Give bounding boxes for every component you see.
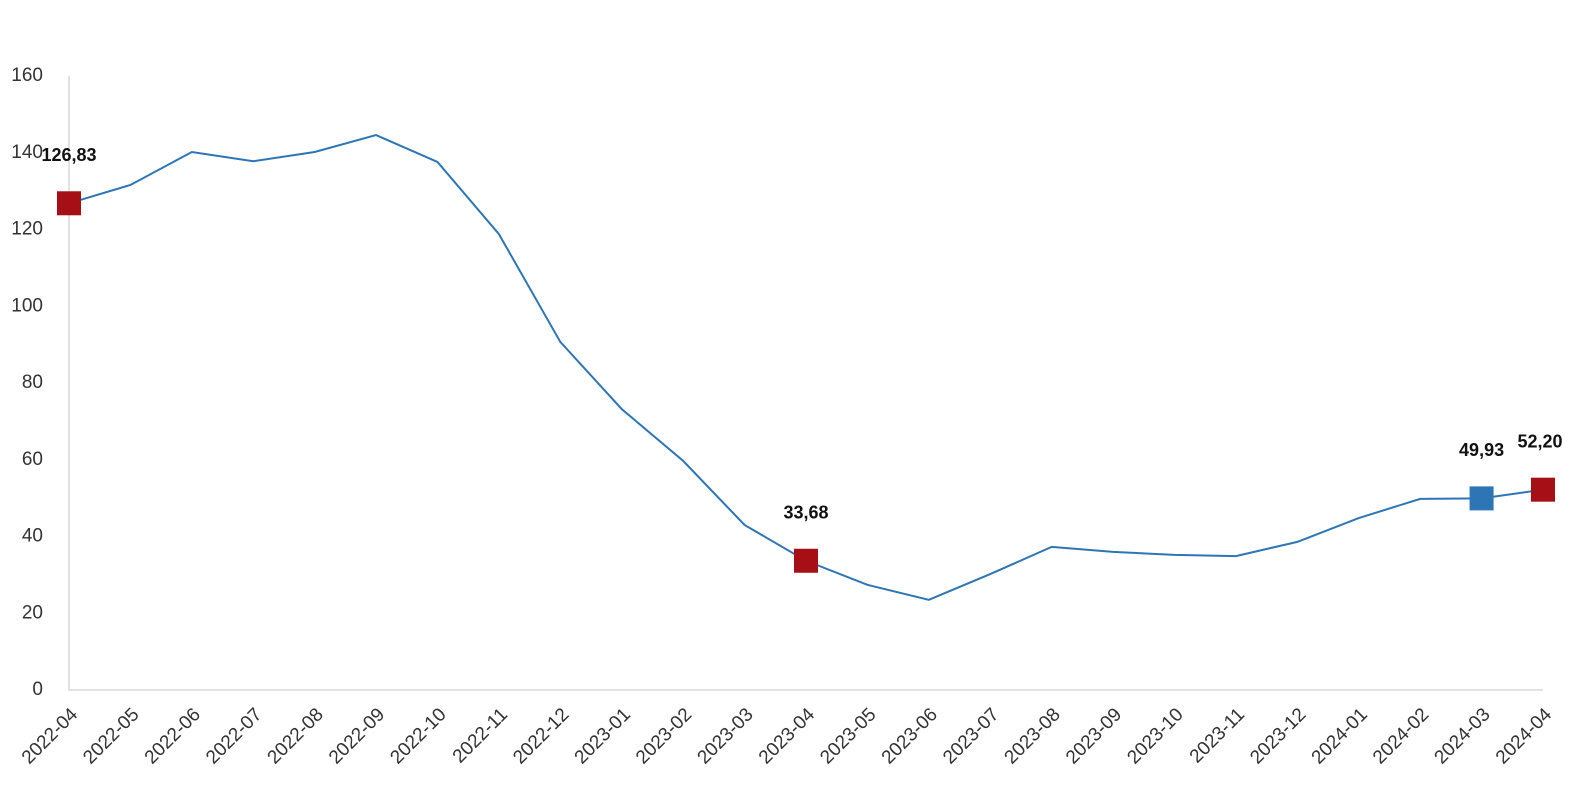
x-tick-label: 2022-10 (386, 704, 450, 768)
x-tick-label: 2022-11 (449, 704, 512, 767)
x-tick-label: 2022-08 (264, 704, 328, 768)
marker (1469, 486, 1494, 511)
y-tick-label: 140 (11, 142, 43, 163)
y-tick-label: 20 (22, 602, 43, 623)
x-tick-label: 2022-09 (325, 704, 389, 768)
x-tick-label: 2023-05 (816, 704, 880, 768)
x-tick-label: 2023-06 (878, 704, 942, 768)
x-tick-label: 2022-06 (141, 704, 205, 768)
x-tick-label: 2023-08 (1001, 704, 1065, 768)
data-label: 49,93 (1459, 440, 1504, 460)
x-tick-label: 2023-09 (1062, 704, 1126, 768)
x-tick-label: 2023-11 (1186, 704, 1249, 767)
x-tick-label: 2024-03 (1431, 704, 1495, 768)
y-tick-label: 160 (11, 65, 43, 86)
data-label: 126,83 (41, 145, 96, 165)
data-label: 52,20 (1517, 431, 1562, 451)
x-tick-label: 2023-03 (694, 704, 758, 768)
y-tick-label: 60 (22, 449, 43, 470)
marker (1531, 477, 1555, 502)
y-tick-label: 80 (22, 372, 43, 393)
line (68, 134, 1544, 601)
x-tick-label: 2023-10 (1123, 704, 1187, 768)
x-tick-label: 2024-02 (1369, 704, 1433, 768)
x-tick-label: 2023-04 (755, 704, 819, 768)
y-tick-label: 120 (11, 219, 43, 240)
x-tick-label: 2023-01 (571, 704, 635, 768)
x-tick-label: 2022-12 (509, 704, 573, 768)
y-tick-label: 0 (32, 679, 43, 700)
x-tick-label: 2022-05 (79, 704, 143, 768)
y-tick-label: 40 (22, 526, 43, 547)
x-tick-label: 2022-04 (18, 704, 82, 768)
x-tick-label: 2022-07 (202, 704, 266, 768)
marker (794, 548, 818, 573)
x-tick-label: 2024-01 (1308, 704, 1372, 768)
data-label: 33,68 (783, 503, 828, 523)
x-tick-label: 2023-07 (939, 704, 1003, 768)
y-tick-label: 100 (11, 295, 43, 316)
x-tick-label: 2023-02 (632, 704, 696, 768)
marker (57, 191, 81, 216)
x-tick-label: 2024-04 (1492, 704, 1556, 768)
x-tick-label: 2023-12 (1246, 704, 1310, 768)
